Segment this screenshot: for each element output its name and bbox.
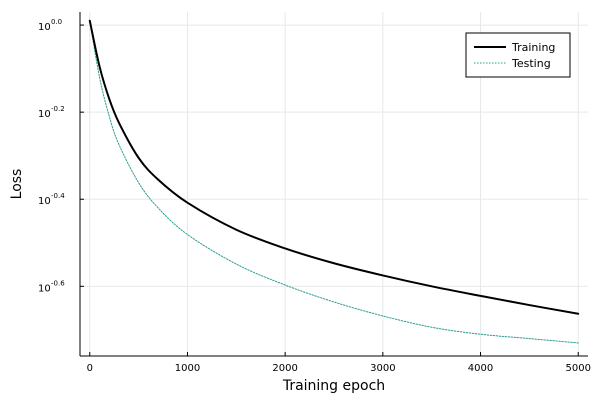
- series-line-testing: [89, 20, 579, 344]
- x-tick-label: 3000: [370, 363, 395, 374]
- y-axis-title: Loss: [9, 169, 25, 200]
- x-tick-label: 0: [87, 363, 93, 374]
- y-tick-label: 10 -0.2: [38, 105, 65, 120]
- x-tick-label: 2000: [272, 363, 297, 374]
- y-tick-base: 10: [38, 109, 51, 120]
- x-tick-label: 4000: [468, 363, 493, 374]
- x-axis-title: Training epoch: [282, 378, 385, 394]
- y-tick-label: 10 0.0: [38, 18, 62, 33]
- grid-layer: [80, 12, 588, 356]
- legend-box: [465, 32, 571, 78]
- legend-label-testing: Testing: [511, 57, 551, 70]
- y-tick-base: 10: [38, 283, 51, 294]
- y-tick-exponent: -0.4: [51, 192, 65, 200]
- legend: Training Testing: [465, 32, 571, 78]
- y-tick-exponent: -0.6: [51, 279, 65, 287]
- y-tick-base: 10: [38, 22, 51, 33]
- x-tick-label: 1000: [175, 363, 200, 374]
- y-tick-base: 10: [38, 196, 51, 207]
- axes-layer: [79, 12, 588, 357]
- y-tick-exponent: -0.2: [51, 105, 65, 113]
- y-tick-label: 10 -0.4: [38, 192, 65, 207]
- y-tick-exponent: 0.0: [51, 18, 62, 26]
- y-tick-label: 10 -0.6: [38, 279, 65, 294]
- series-line-training: [88, 19, 580, 315]
- legend-label-training: Training: [511, 41, 555, 54]
- series-layer: [88, 19, 580, 344]
- x-tick-label: 5000: [566, 363, 591, 374]
